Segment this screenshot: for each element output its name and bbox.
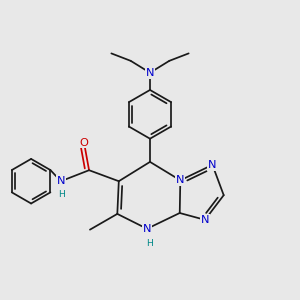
Text: N: N [176, 175, 184, 185]
Text: H: H [147, 238, 153, 247]
Text: N: N [143, 224, 151, 234]
Text: H: H [58, 190, 65, 199]
Text: N: N [201, 215, 209, 225]
Text: N: N [208, 160, 217, 170]
Text: N: N [146, 68, 154, 78]
Text: N: N [57, 176, 65, 186]
Text: O: O [80, 138, 88, 148]
